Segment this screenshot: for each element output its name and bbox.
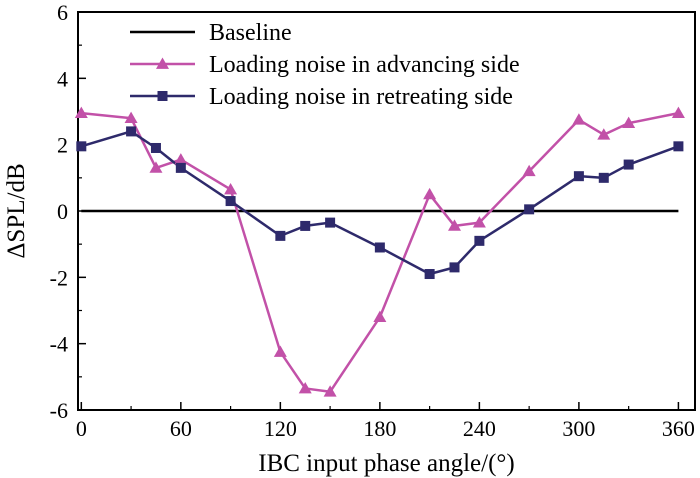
point-loading-noise-in-retreating-side: [225, 196, 236, 207]
point-loading-noise-in-advancing-side: [597, 128, 611, 140]
point-loading-noise-in-advancing-side: [74, 106, 88, 119]
x-axis-label: IBC input phase angle/(°): [258, 450, 514, 477]
point-loading-noise-in-advancing-side: [522, 164, 536, 177]
legend-item-loading-noise-in-retreating-side: Loading noise in retreating side: [130, 84, 513, 110]
tick-labels: 0 60 120 180 240 300 360 -6 -4 -2 0 2 4 6: [50, 0, 695, 441]
y-tick-label: -6: [50, 398, 68, 423]
x-tick-label: 120: [264, 416, 297, 441]
point-loading-noise-in-retreating-side: [300, 220, 311, 231]
point-loading-noise-in-advancing-side: [124, 111, 138, 124]
point-loading-noise-in-retreating-side: [474, 235, 485, 246]
legend: Baseline Loading noise in advancing side L…: [130, 20, 520, 110]
x-tick-label: 360: [662, 416, 695, 441]
point-loading-noise-in-retreating-side: [623, 159, 634, 170]
point-loading-noise-in-advancing-side: [298, 381, 312, 394]
point-loading-noise-in-advancing-side: [174, 153, 188, 165]
point-loading-noise-in-retreating-side: [449, 262, 460, 273]
y-tick-label: 6: [57, 0, 68, 25]
legend-marker: [157, 91, 168, 101]
y-tick-label: 2: [57, 133, 68, 158]
point-loading-noise-in-retreating-side: [673, 141, 684, 152]
point-loading-noise-in-retreating-side: [524, 204, 535, 215]
point-loading-noise-in-advancing-side: [448, 219, 462, 231]
y-tick-label: -2: [50, 265, 68, 290]
point-loading-noise-in-retreating-side: [424, 269, 435, 280]
point-loading-noise-in-advancing-side: [423, 187, 437, 200]
point-loading-noise-in-retreating-side: [76, 141, 87, 152]
legend-label: Loading noise in retreating side: [209, 84, 513, 110]
x-tick-label: 240: [463, 416, 496, 441]
x-tick-label: 60: [170, 416, 192, 441]
x-tick-label: 180: [363, 416, 396, 441]
point-loading-noise-in-retreating-side: [598, 172, 609, 183]
legend-item-loading-noise-in-advancing-side: Loading noise in advancing side: [130, 52, 520, 78]
legend-item-baseline: Baseline: [130, 20, 292, 46]
point-loading-noise-in-retreating-side: [275, 230, 286, 241]
point-loading-noise-in-retreating-side: [325, 217, 336, 228]
y-tick-label: 0: [57, 199, 68, 224]
point-loading-noise-in-retreating-side: [374, 242, 385, 253]
x-tick-label: 0: [76, 416, 87, 441]
point-loading-noise-in-retreating-side: [573, 171, 584, 182]
point-loading-noise-in-advancing-side: [323, 385, 337, 397]
point-loading-noise-in-advancing-side: [224, 182, 238, 195]
y-tick-label: -4: [50, 332, 68, 357]
point-loading-noise-in-retreating-side: [175, 162, 186, 173]
legend-label: Loading noise in advancing side: [209, 52, 520, 78]
legend-marker: [156, 57, 169, 69]
plot-area: [74, 11, 696, 411]
legend-label: Baseline: [209, 20, 292, 46]
point-loading-noise-in-retreating-side: [126, 126, 137, 137]
point-loading-noise-in-retreating-side: [150, 142, 161, 153]
point-loading-noise-in-advancing-side: [671, 106, 685, 119]
series-markers: [74, 106, 685, 397]
point-loading-noise-in-advancing-side: [273, 345, 287, 357]
y-tick-label: 4: [57, 66, 68, 91]
point-loading-noise-in-advancing-side: [622, 116, 636, 128]
x-tick-label: 300: [562, 416, 595, 441]
point-loading-noise-in-advancing-side: [572, 113, 586, 125]
point-loading-noise-in-advancing-side: [373, 310, 387, 323]
point-loading-noise-in-advancing-side: [472, 216, 486, 228]
y-axis-label: ΔSPL/dB: [3, 163, 30, 258]
series-line-loading-noise-in-retreating-side: [80, 130, 679, 276]
point-loading-noise-in-advancing-side: [149, 161, 163, 173]
